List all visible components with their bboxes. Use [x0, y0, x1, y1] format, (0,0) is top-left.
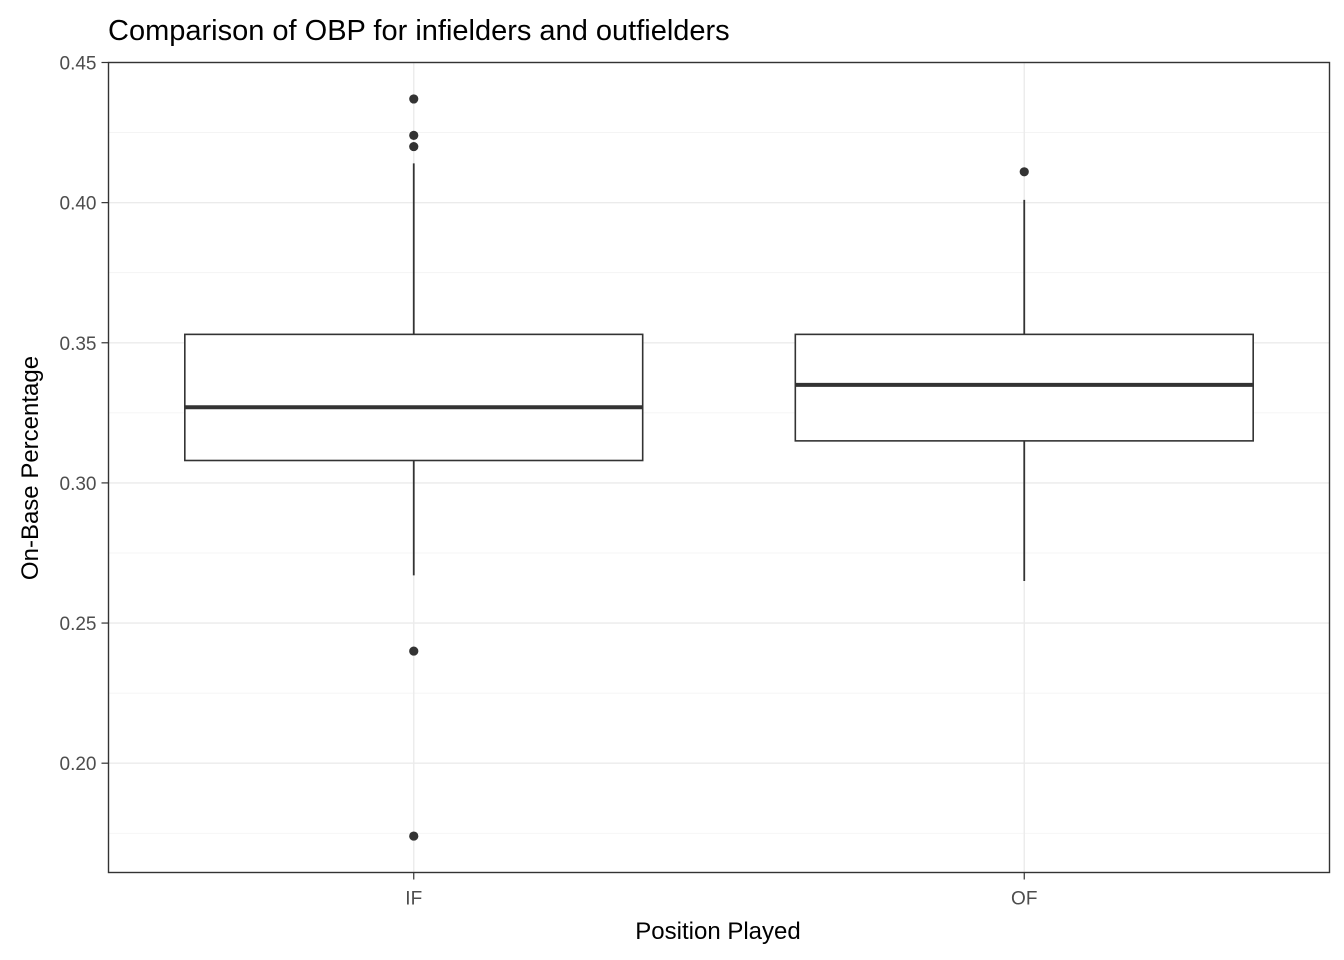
- box-iqr: [794, 333, 1254, 442]
- box-if: [184, 94, 644, 841]
- y-tick-label: 0.45: [60, 54, 97, 75]
- y-tick-label: 0.40: [60, 194, 97, 215]
- outlier-point: [409, 141, 419, 152]
- outlier-point: [409, 646, 419, 656]
- y-axis: 0.20 0.25 0.30 0.35 0.40 0.45: [60, 54, 109, 775]
- panel-border: [107, 61, 1331, 874]
- y-tick-label: 0.35: [60, 334, 97, 355]
- y-tick-label: 0.20: [60, 754, 97, 775]
- outlier-point: [409, 831, 419, 841]
- outlier-point: [409, 130, 419, 140]
- y-tick-label: 0.30: [60, 474, 97, 495]
- boxes: [184, 94, 1254, 841]
- box-iqr: [184, 333, 644, 462]
- grid: [108, 61, 1330, 873]
- box-of: [794, 167, 1254, 582]
- outlier-point: [1019, 167, 1029, 177]
- outlier-point: [409, 94, 419, 104]
- x-tick-label: IF: [405, 889, 422, 910]
- x-axis: IF OF: [405, 872, 1037, 910]
- x-tick-label: OF: [1011, 889, 1037, 910]
- y-tick-label: 0.25: [60, 614, 97, 635]
- chart-title: Comparison of OBP for infielders and out…: [108, 15, 730, 47]
- y-axis-title: On-Base Percentage: [17, 356, 44, 580]
- x-axis-title: Position Played: [635, 918, 800, 945]
